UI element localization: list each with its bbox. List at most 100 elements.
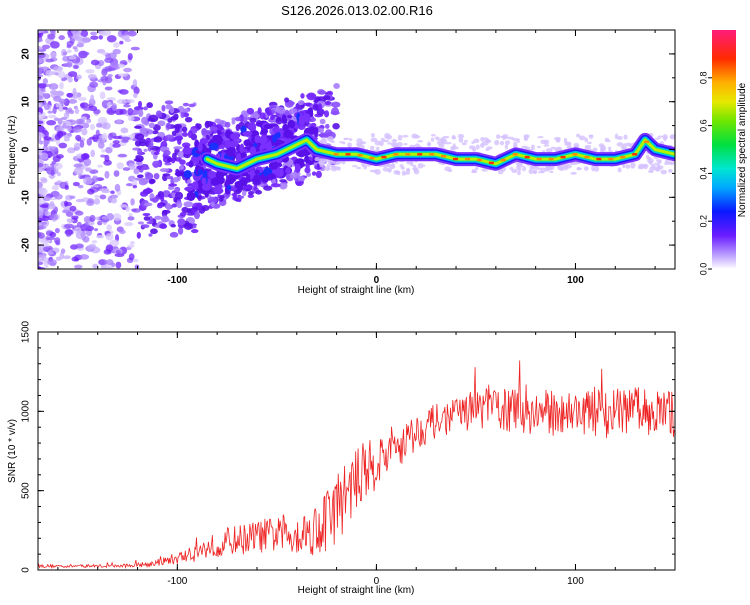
spectrogram-halo [343,137,348,141]
spectrogram-ytick-label: 0 [21,146,32,152]
spectrogram-blob [114,183,121,192]
spectrogram-blob [61,209,72,214]
spectrogram-halo [442,135,450,139]
spectrogram-blob [239,143,245,154]
spectrogram-blob [64,223,74,229]
spectrogram-ridge-peak [393,153,399,156]
spectrogram-blob [38,225,47,230]
spectrogram-blob [46,119,57,126]
spectrogram-ridge-peak [644,140,650,144]
spectrogram-blob [97,116,108,124]
spectrogram-blob [231,119,236,125]
spectrogram-halo [457,133,465,139]
spectrogram-blob [151,130,159,135]
spectrogram-halo [576,161,581,164]
spectrogram-blob [186,179,192,184]
spectrogram-ridge-layer [200,132,675,176]
spectrogram-ridge-peak [333,153,339,156]
spectrogram-blob [157,120,166,127]
spectrogram-blob [331,101,341,108]
spectrogram-blob [258,135,268,145]
spectrogram-blob [38,30,45,33]
spectrogram-halo [543,139,550,145]
spectrogram-halo [451,136,457,140]
spectrogram-blob [122,167,131,171]
spectrogram-blob [69,205,77,212]
spectrogram-blob [73,142,81,151]
spectrogram-halo [655,159,662,162]
spectrogram-blob [121,30,129,37]
spectrogram-blob [255,190,262,195]
spectrogram-blob [159,168,170,173]
spectrogram-blob [45,58,55,63]
spectrogram-blob [234,180,245,187]
spectrogram-blob [73,163,83,168]
spectrogram-blob [97,141,105,149]
spectrogram-halo [399,164,404,168]
snr-ytick-label: 500 [21,482,32,499]
spectrogram-ridge-peak [369,156,375,160]
spectrogram-blob [134,133,145,140]
spectrogram-ridge-peak [596,157,602,161]
spectrogram-blob [146,102,153,109]
spectrogram-ridge-peak [536,157,542,161]
spectrogram-blob [127,116,135,122]
spectrogram-blob [38,167,44,173]
spectrogram-blob [171,192,177,198]
spectrogram-blob [207,196,218,204]
spectrogram-blob [191,181,199,190]
spectrogram-blob [139,191,149,197]
spectrogram-blob [128,253,135,261]
spectrogram-halo [412,167,419,171]
spectrogram-blob [79,175,85,180]
spectrogram-halo [463,139,469,143]
spectrogram-halo [473,138,480,144]
spectrogram-blob [164,162,172,166]
spectrogram-blob [42,215,50,222]
spectrogram-blob [132,258,139,263]
spectrogram-blob [149,178,156,184]
spectrogram-blob [38,38,43,43]
spectrogram-blob [77,184,84,189]
spectrogram-blob [90,59,100,66]
spectrogram-blob [112,143,121,148]
spectrogram-ridge-peak [620,155,626,159]
spectrogram-blob [178,105,184,111]
spectrogram-blob [105,265,112,269]
spectrogram-blob [279,179,287,183]
spectrogram-halo [654,162,658,165]
spectrogram-blob [99,91,106,100]
spectrogram-blob [87,188,95,195]
spectrogram-blob [93,198,101,205]
spectrogram-blob [148,129,154,135]
spectrogram-blob [103,159,112,166]
spectrogram-blob [126,98,135,104]
spectrogram-blob [251,176,261,184]
spectrogram-halo [669,135,674,139]
spectrogram-halo [387,169,391,172]
spectrogram-blob [47,259,57,266]
spectrogram-blob [260,128,269,135]
spectrogram-blob [318,127,324,134]
spectrogram-blob [134,125,142,129]
spectrogram-blob [226,147,236,157]
spectrogram-blob [48,174,56,178]
spectrogram-blob [67,147,76,154]
spectrogram-blob [57,70,66,79]
spectrogram-blob [287,114,293,119]
spectrogram-halo [549,170,554,173]
spectrogram-blob [160,193,165,202]
spectrogram-halo [452,143,456,149]
spectrogram-halo [662,134,668,140]
spectrogram-blob [201,205,210,212]
spectrogram-blob [101,216,108,220]
spectrogram-halo [669,161,675,166]
spectrogram-halo [426,143,431,146]
spectrogram-blob [177,226,184,235]
spectrogram-blob [201,183,212,191]
spectrogram-blob [193,211,201,220]
spectrogram-blob [313,126,319,134]
spectrogram-blob [263,185,273,191]
spectrogram-blob [72,87,77,96]
spectrogram-blob [243,139,252,147]
